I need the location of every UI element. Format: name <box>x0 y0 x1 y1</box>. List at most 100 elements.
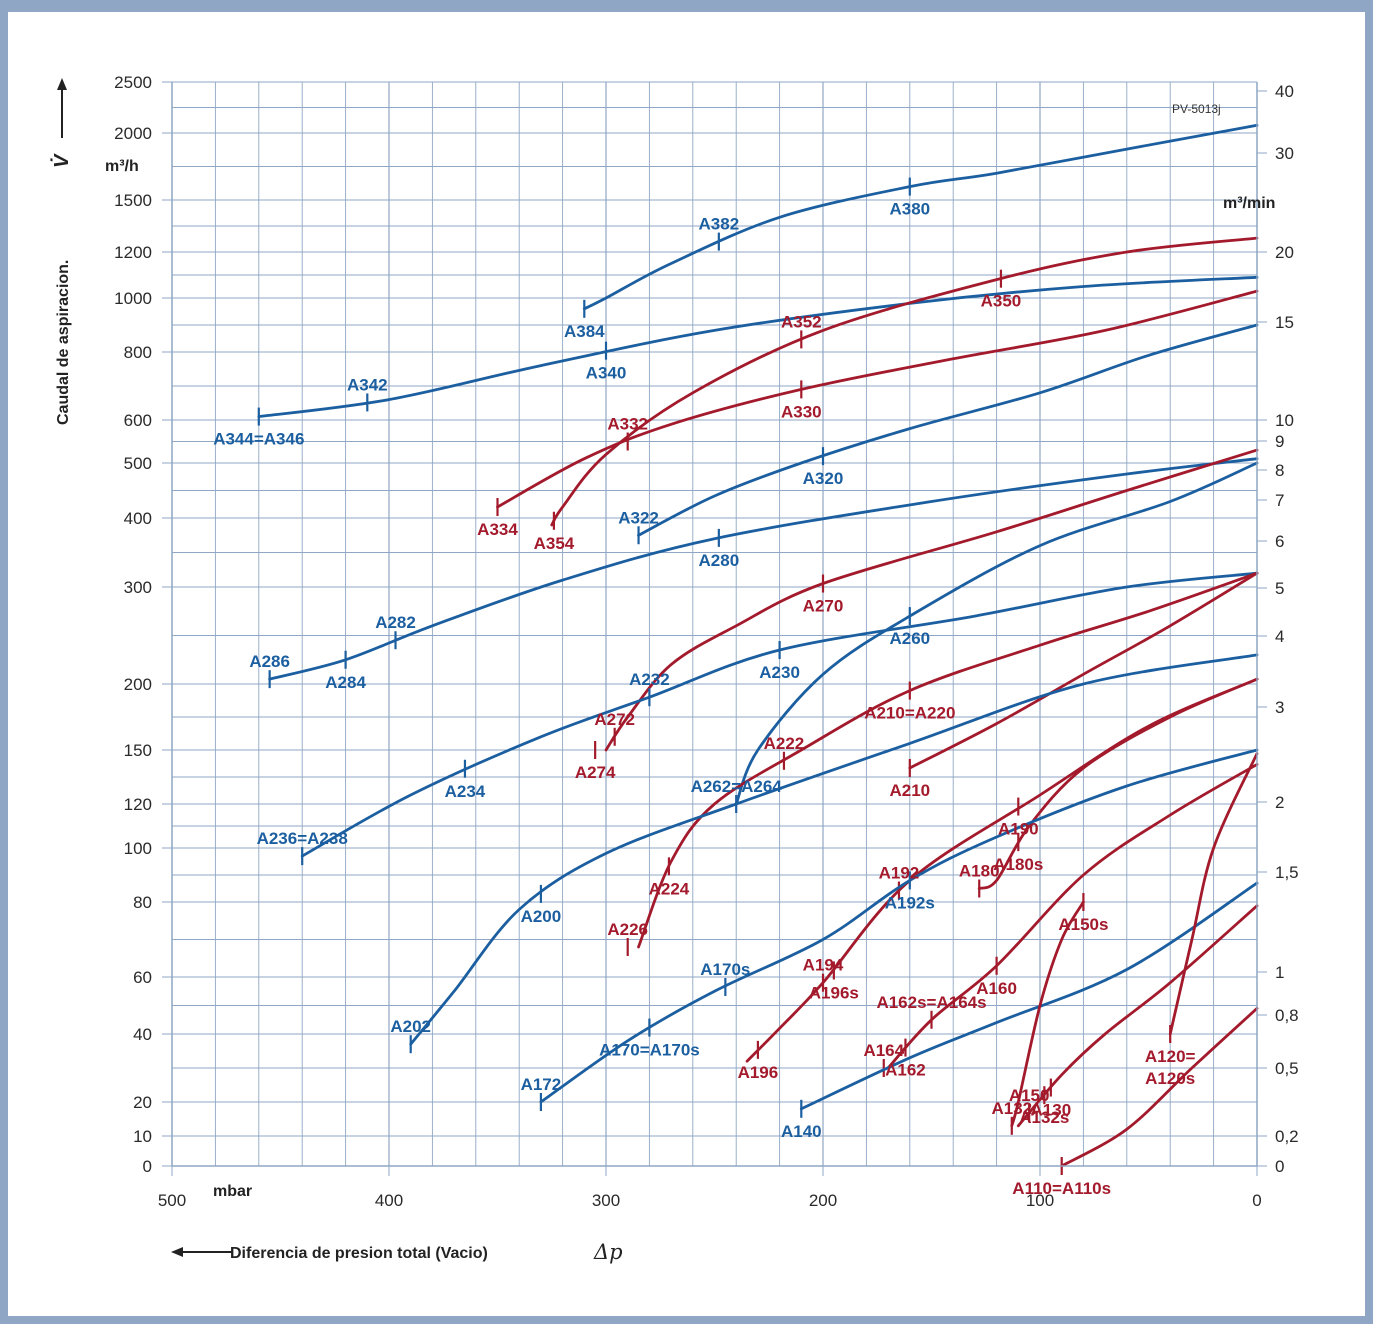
curve-line <box>734 461 1259 806</box>
y-tick-label-right: 20 <box>1275 243 1294 262</box>
curve-label: A170=A170s <box>599 1041 700 1060</box>
curve-labels: A380 A382 A384 A340 A342 A344=A346 A350 A352 A35… <box>213 200 1195 1198</box>
y-tick-label-right: 7 <box>1275 491 1284 510</box>
x-tick-label: 500 <box>158 1191 186 1210</box>
y-tick-label-right: 9 <box>1275 432 1284 451</box>
curve-label: A232 <box>629 670 670 689</box>
y-tick-label-right: 0,5 <box>1275 1059 1299 1078</box>
x-tick-label: 400 <box>375 1191 403 1210</box>
y-tick-label-left: 500 <box>124 454 152 473</box>
y-axis-symbol-group: V̇ <box>49 78 73 168</box>
curve-line <box>496 289 1259 509</box>
curve-label: A234 <box>445 782 486 801</box>
y-tick-label-left: 40 <box>133 1025 152 1044</box>
axes: 0102040608010012015020030040050060080010… <box>114 73 1298 1210</box>
curve-label: A194 <box>803 956 844 975</box>
y-tick-label-left: 2000 <box>114 124 152 143</box>
y-tick-label-left: 80 <box>133 893 152 912</box>
y-tick-label-left: 600 <box>124 411 152 430</box>
figure-code: PV-5013j <box>1172 102 1221 116</box>
y-tick-label-left: 10 <box>133 1127 152 1146</box>
y-tick-label-right: 4 <box>1275 627 1284 646</box>
curve-label: A222 <box>764 734 805 753</box>
y-tick-label-left: 200 <box>124 675 152 694</box>
curve-label: A192s <box>885 893 935 912</box>
x-axis-label: Diferencia de presion total (Vacio) <box>230 1245 488 1262</box>
y-tick-label-right: 15 <box>1275 313 1294 332</box>
y-arrow-head <box>57 78 67 90</box>
y-tick-label-left: 400 <box>124 509 152 528</box>
y-tick-label-left: 1200 <box>114 243 152 262</box>
x-arrow-head <box>171 1247 183 1257</box>
curve-label: A334 <box>477 520 518 539</box>
curve-label: A380 <box>889 200 930 219</box>
y-tick-label-left: 60 <box>133 968 152 987</box>
y-axis-label: Caudal de aspiracion. <box>55 260 72 425</box>
curve-label: A320 <box>803 469 844 488</box>
curve-label: A200 <box>521 907 562 926</box>
curve-label: A110=A110s <box>1012 1179 1111 1198</box>
y-tick-label-right: 5 <box>1275 579 1284 598</box>
curve-label: A354 <box>534 534 575 553</box>
curve-label: A132s <box>1019 1108 1069 1127</box>
curve-line <box>1168 752 1259 1036</box>
curve-label: A350 <box>981 292 1022 311</box>
curve-label: A202 <box>390 1017 431 1036</box>
curve-label: A172 <box>521 1075 562 1094</box>
y-tick-label-right: 6 <box>1275 532 1284 551</box>
curves <box>257 123 1259 1175</box>
y-tick-label-left: 1500 <box>114 191 152 210</box>
y-tick-label-right: 40 <box>1275 82 1294 101</box>
x-tick-label: 0 <box>1252 1191 1261 1210</box>
curve-label: A196 <box>738 1063 779 1082</box>
curve-label: A192 <box>879 864 920 883</box>
curve-line <box>582 123 1259 311</box>
curve-label: A344=A346 <box>213 430 304 449</box>
curve-line <box>799 881 1259 1111</box>
curve-line <box>637 571 1259 949</box>
curve-label: A382 <box>699 215 740 234</box>
y-tick-label-left: 20 <box>133 1093 152 1112</box>
y-tick-label-right: 8 <box>1275 461 1284 480</box>
curve-label: A162 <box>885 1061 926 1080</box>
y-tick-label-left: 300 <box>124 578 152 597</box>
curve-line <box>1010 900 1085 1128</box>
curve-label: A162s=A164s <box>876 993 986 1012</box>
curve-label: A170s <box>700 960 750 979</box>
curve-line <box>908 571 1259 770</box>
x-unit: mbar <box>213 1183 252 1200</box>
curve-line <box>1016 904 1259 1128</box>
y-unit-left: m³/h <box>105 158 139 175</box>
curve-label: A190 <box>998 820 1039 839</box>
y-tick-label-left: 2500 <box>114 73 152 92</box>
x-axis-symbol: Δp <box>593 1240 623 1264</box>
curve-label: A322 <box>618 508 659 527</box>
curve-label: A282 <box>375 613 416 632</box>
y-tick-label-right: 10 <box>1275 411 1294 430</box>
y-unit-right: m³/min <box>1223 195 1275 212</box>
curve-label: A120= A120s <box>1145 1047 1196 1088</box>
curve-label: A130 <box>1031 1101 1072 1120</box>
curve-label: A210=A220 <box>864 704 955 723</box>
curve-label: A284 <box>325 673 366 692</box>
curve-label: A180 <box>959 862 1000 881</box>
curve-label: A384 <box>564 322 605 341</box>
x-tick-label: 300 <box>592 1191 620 1210</box>
curve-line <box>550 236 1259 527</box>
grid <box>171 81 1258 1167</box>
curve-label: A332 <box>607 415 648 434</box>
curve-line <box>637 323 1259 537</box>
y-tick-label-right: 30 <box>1275 144 1294 163</box>
curve-line <box>977 677 1259 890</box>
curve-label: A330 <box>781 402 822 421</box>
curve-label: A230 <box>759 663 800 682</box>
curve-line <box>300 571 1259 858</box>
curve-label: A180s <box>993 855 1043 874</box>
curve-label: A274 <box>575 763 616 782</box>
curve-label: A164 <box>863 1041 904 1060</box>
y-tick-label-right: 2 <box>1275 793 1284 812</box>
x-tick-label: 200 <box>809 1191 837 1210</box>
y-tick-label-right: 1,5 <box>1275 863 1299 882</box>
